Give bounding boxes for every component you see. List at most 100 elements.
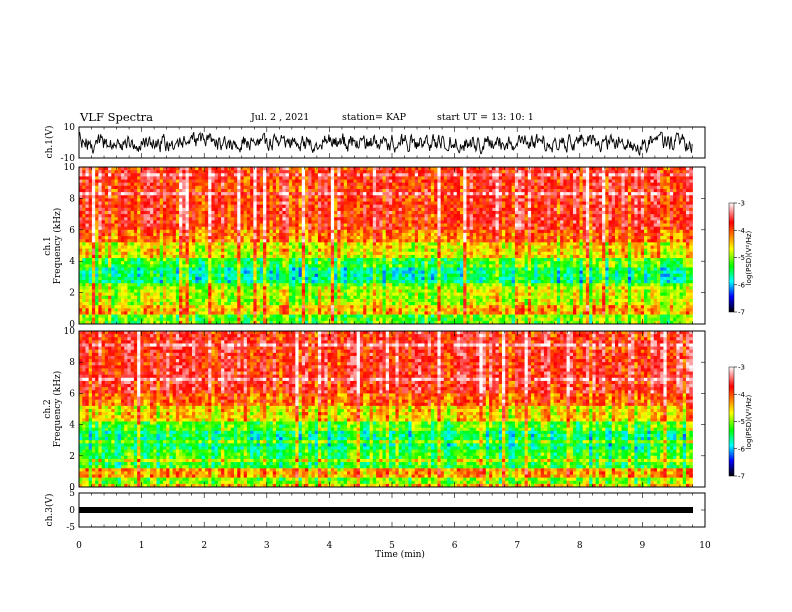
spectrogram-cell	[385, 232, 390, 237]
spectrogram-cell	[146, 239, 151, 243]
spectrogram-cell	[308, 207, 312, 212]
spectrogram-cell	[285, 173, 290, 177]
spectrogram-cell	[117, 232, 122, 237]
spectrogram-cell	[401, 192, 406, 196]
spectrogram-cell	[243, 214, 248, 218]
spectrogram-cell	[534, 207, 538, 212]
spectrogram-cell	[679, 207, 684, 212]
spectrogram-cell	[150, 223, 154, 228]
spectrogram-cell	[660, 170, 664, 174]
spectrogram-cell	[85, 210, 90, 215]
spectrogram-cell	[518, 182, 522, 187]
spectrogram-cell	[602, 242, 606, 246]
spectrogram-cell	[120, 170, 125, 174]
spectrogram-cell	[543, 210, 548, 215]
spectrogram-cell	[644, 207, 648, 212]
spectrogram-cell	[146, 232, 151, 237]
spectrogram-cell	[637, 207, 642, 212]
spectrogram-cell	[408, 167, 412, 171]
spectrogram-cell	[192, 220, 196, 224]
spectrogram-cell	[88, 185, 93, 190]
spectrogram-cell	[350, 236, 354, 240]
spectrogram-cell	[460, 210, 464, 215]
spectrogram-cell	[592, 170, 597, 174]
spectrogram-cell	[295, 214, 299, 218]
spectrogram-cell	[440, 245, 445, 250]
spectrogram-cell	[308, 170, 312, 174]
spectrogram-cell	[663, 192, 668, 196]
spectrogram-cell	[385, 188, 390, 193]
spectrogram-cell	[521, 229, 525, 234]
spectrogram-cell	[292, 170, 296, 174]
spectrogram-cell	[640, 179, 645, 184]
spectrogram-cell	[534, 242, 538, 246]
spectrogram-cell	[611, 201, 616, 206]
spectrogram-cell	[553, 192, 558, 196]
spectrogram-cell	[621, 214, 626, 218]
spectrogram-cell	[337, 188, 341, 193]
spectrogram-cell	[266, 226, 270, 231]
spectrogram-cell	[598, 192, 603, 196]
spectrogram-cell	[531, 185, 535, 190]
spectrogram-cell	[137, 185, 141, 190]
spectrogram-cell	[379, 223, 383, 228]
spectrogram-cell	[269, 176, 274, 180]
spectrogram-cell	[660, 239, 664, 243]
spectrogram-cell	[343, 207, 348, 212]
spectrogram-cell	[495, 195, 500, 199]
spectrogram-cell	[614, 170, 619, 174]
spectrogram-cell	[505, 207, 509, 212]
spectrogram-cell	[518, 176, 522, 180]
spectrogram-cell	[576, 198, 580, 202]
spectrogram-cell	[634, 173, 638, 177]
spectrogram-cell	[359, 239, 364, 243]
spectrogram-cell	[660, 204, 664, 209]
spectrogram-cell	[637, 217, 642, 221]
spectrogram-cell	[301, 242, 306, 246]
spectrogram-cell	[614, 195, 619, 199]
spectrogram-cell	[337, 167, 341, 171]
spectrogram-cell	[408, 176, 412, 180]
spectrogram-cell	[137, 173, 141, 177]
spectrogram-cell	[88, 229, 93, 234]
spectrogram-cell	[627, 223, 632, 228]
spectrogram-cell	[198, 204, 203, 209]
spectrogram-cell	[656, 198, 661, 202]
spectrogram-cell	[120, 245, 125, 250]
spectrogram-cell	[595, 214, 600, 218]
spectrogram-cell	[385, 242, 390, 246]
spectrogram-cell	[460, 226, 464, 231]
spectrogram-cell	[453, 192, 458, 196]
spectrogram-cell	[405, 201, 409, 206]
spectrogram-cell	[240, 242, 245, 246]
spectrogram-cell	[227, 226, 232, 231]
spectrogram-cell	[476, 226, 480, 231]
spectrogram-cell	[608, 201, 613, 206]
spectrogram-cell	[327, 245, 332, 250]
spectrogram-cell	[334, 201, 338, 206]
spectrogram-cell	[392, 239, 396, 243]
spectrogram-cell	[114, 198, 119, 202]
spectrogram-cell	[327, 198, 332, 202]
spectrogram-cell	[537, 207, 542, 212]
spectrogram-cell	[166, 239, 170, 243]
spectrogram-cell	[111, 210, 115, 215]
spectrogram-cell	[137, 201, 141, 206]
spectrogram-cell	[314, 195, 319, 199]
spectrogram-cell	[334, 192, 338, 196]
spectrogram-cell	[618, 242, 622, 246]
spectrogram-cell	[602, 201, 606, 206]
spectrogram-cell	[534, 229, 538, 234]
spectrogram-cell	[263, 201, 267, 206]
spectrogram-cell	[350, 167, 354, 171]
spectrogram-cell	[256, 188, 261, 193]
spectrogram-cell	[650, 192, 655, 196]
spectrogram-cell	[382, 204, 387, 209]
spectrogram-cell	[469, 223, 474, 228]
spectrogram-cell	[440, 188, 445, 193]
spectrogram-cell	[660, 176, 664, 180]
spectrogram-cell	[414, 198, 419, 202]
spectrogram-cell	[479, 210, 484, 215]
spectrogram-cell	[614, 226, 619, 231]
spectrogram-cell	[660, 192, 664, 196]
